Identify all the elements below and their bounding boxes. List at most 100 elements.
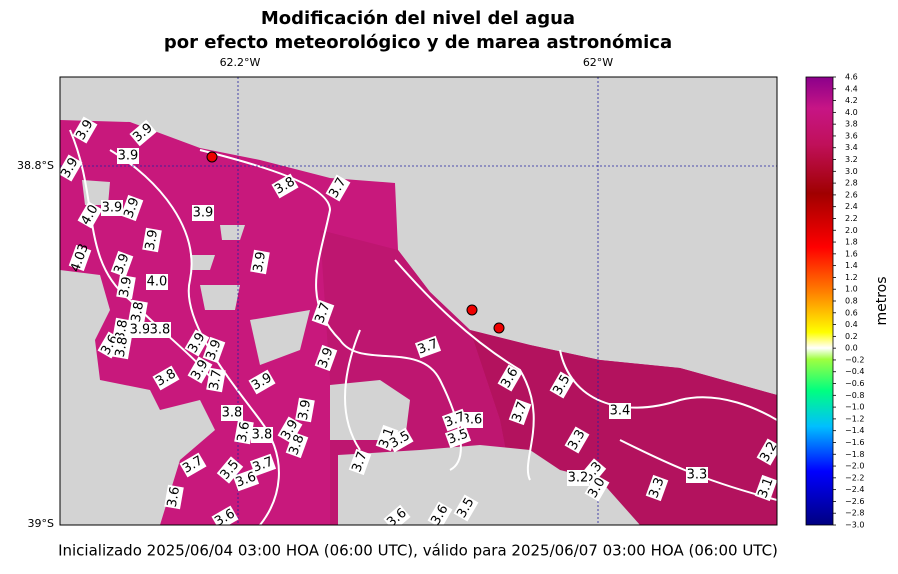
colorbar-tick-label: −3.0 [845, 521, 864, 530]
contour-label-bg [285, 431, 309, 459]
contour-label-bg [120, 194, 144, 222]
contour-label-bg [184, 329, 210, 357]
contour-label-bg [216, 456, 244, 484]
contour-label-bg [248, 369, 276, 395]
contour-label-bg [497, 364, 523, 392]
lat-label: 38.8°S [17, 159, 54, 172]
colorbar-tick-label: −1.6 [845, 438, 864, 447]
contour-label: 3.7 [311, 299, 335, 327]
colorbar-tick-label: 4.2 [845, 96, 858, 105]
station [493, 322, 505, 334]
contour-label-bg [386, 427, 414, 453]
contour-label-bg [609, 403, 631, 419]
contour-label-text: 3.3 [687, 468, 708, 483]
contour-label: 3.7 [348, 448, 372, 476]
contour-label: 3.8 [221, 405, 243, 421]
contour-label: 3.9 [314, 344, 338, 372]
contour-label: 3.1 [754, 474, 777, 502]
contour-label-text: 3.9 [143, 229, 161, 252]
contour-label: 3.6 [164, 484, 184, 510]
colorbar-tick-label: −0.6 [845, 379, 864, 388]
contour-label: 3.9 [142, 227, 162, 253]
contour-label: 4.0 [146, 274, 168, 290]
lon-label: 62.2°W [220, 56, 261, 69]
contour-label-text: 3.9 [251, 251, 269, 274]
colorbar-label: metros [874, 276, 890, 325]
contour-label: 3.9 [295, 397, 315, 423]
colorbar-tick-label: 1.0 [845, 285, 858, 294]
contour-label-bg [192, 205, 214, 221]
contour-label: 3.9 [120, 194, 144, 222]
colorbar-tick-label: 3.0 [845, 167, 858, 176]
contour-label-bg [206, 367, 226, 393]
contour-label: 3.7 [508, 398, 532, 426]
contour-label-bg [221, 405, 243, 421]
colorbar-tick-label: 0.2 [845, 332, 858, 341]
contour-label-text: 3.6 [234, 469, 259, 490]
colorbar-tick-label: 1.2 [845, 273, 858, 282]
contour-label: 3.9 [250, 249, 270, 275]
colorbar-tick-label: 1.6 [845, 249, 858, 258]
colorbar-tick-label: 2.8 [845, 179, 858, 188]
colorbar-tick-label: 1.8 [845, 238, 858, 247]
contour-label-bg [77, 201, 103, 229]
colorbar-tick-label: 4.6 [845, 73, 858, 82]
contour-label-bg [251, 427, 273, 443]
contour-label-bg [444, 425, 472, 449]
contour-label-text: 3.9 [111, 252, 132, 277]
contour-label-text: 3.8 [286, 433, 307, 458]
contour-label-bg [117, 148, 139, 164]
colorbar-tick-label: 3.2 [845, 155, 858, 164]
colorbar-tick-label: 0.4 [845, 320, 858, 329]
colorbar-tick-label: 0.8 [845, 297, 858, 306]
title: Modificación del nivel del agua [261, 8, 575, 29]
contour-label-bg [314, 344, 338, 372]
colorbar-tick-label: −2.6 [845, 497, 864, 506]
contour-label: 3.8 [149, 322, 171, 338]
contour-label-bg [232, 468, 260, 492]
contour-label-bg [116, 274, 136, 300]
contour-label-text: 3.8 [113, 336, 131, 359]
contour-label: 3.4 [609, 403, 631, 419]
contour-label-bg [249, 453, 277, 477]
contour-label-bg [179, 452, 207, 478]
contour-label-text: 3.9 [102, 201, 123, 216]
colorbar-tick-label: 3.8 [845, 120, 858, 129]
contour-label-text: 3.7 [443, 409, 468, 430]
contour-label-bg [549, 371, 575, 399]
contour-label: 3.3 [645, 474, 669, 502]
colorbar-tick-label: −0.8 [845, 391, 864, 400]
colorbar-tick-label: −1.2 [845, 414, 864, 423]
contour-label: 3.9 [117, 148, 139, 164]
contour-label: 3.6 [232, 468, 260, 492]
contour-label-text: 3.8 [150, 323, 171, 338]
contour-label-bg [202, 336, 226, 364]
contour-label-bg [129, 322, 151, 338]
colorbar-tick-label: 2.2 [845, 214, 858, 223]
station [206, 151, 218, 163]
contour-label: 3.8 [128, 299, 148, 325]
lat-label: 39°S [28, 517, 54, 530]
station [466, 304, 478, 316]
contour-label: 3.8 [285, 431, 309, 459]
contour-label: 3.9 [192, 205, 214, 221]
frame [59, 76, 778, 526]
contour-label-text: 4.0 [147, 275, 168, 290]
contour-label-bg [149, 322, 171, 338]
contour-label-bg [271, 173, 299, 199]
contour-label: 3.7 [441, 408, 469, 432]
contour-label: 3.9 [110, 250, 134, 278]
contour-label-bg [295, 397, 315, 423]
lon-label: 62°W [583, 56, 613, 69]
contour-label-text: 3.9 [118, 149, 139, 164]
contour-label-bg [277, 416, 303, 444]
footer: Inicializado 2025/06/04 03:00 HOA (06:00… [58, 542, 778, 560]
contour-label-text: 3.7 [207, 369, 225, 392]
contour-label: 3.7 [414, 335, 442, 359]
contour-label: 3.8 [112, 334, 132, 360]
contour-label-text: 3.9 [117, 276, 135, 299]
contour-labels: 3.9 3.93.93.93.8 3.74.0 3.9 3.9 3.93.94.03 3.9… [60, 116, 777, 525]
contour-label: 3.9 [101, 200, 123, 216]
contour-label-bg [754, 474, 777, 502]
colorbar-tick-label: −0.4 [845, 367, 864, 376]
